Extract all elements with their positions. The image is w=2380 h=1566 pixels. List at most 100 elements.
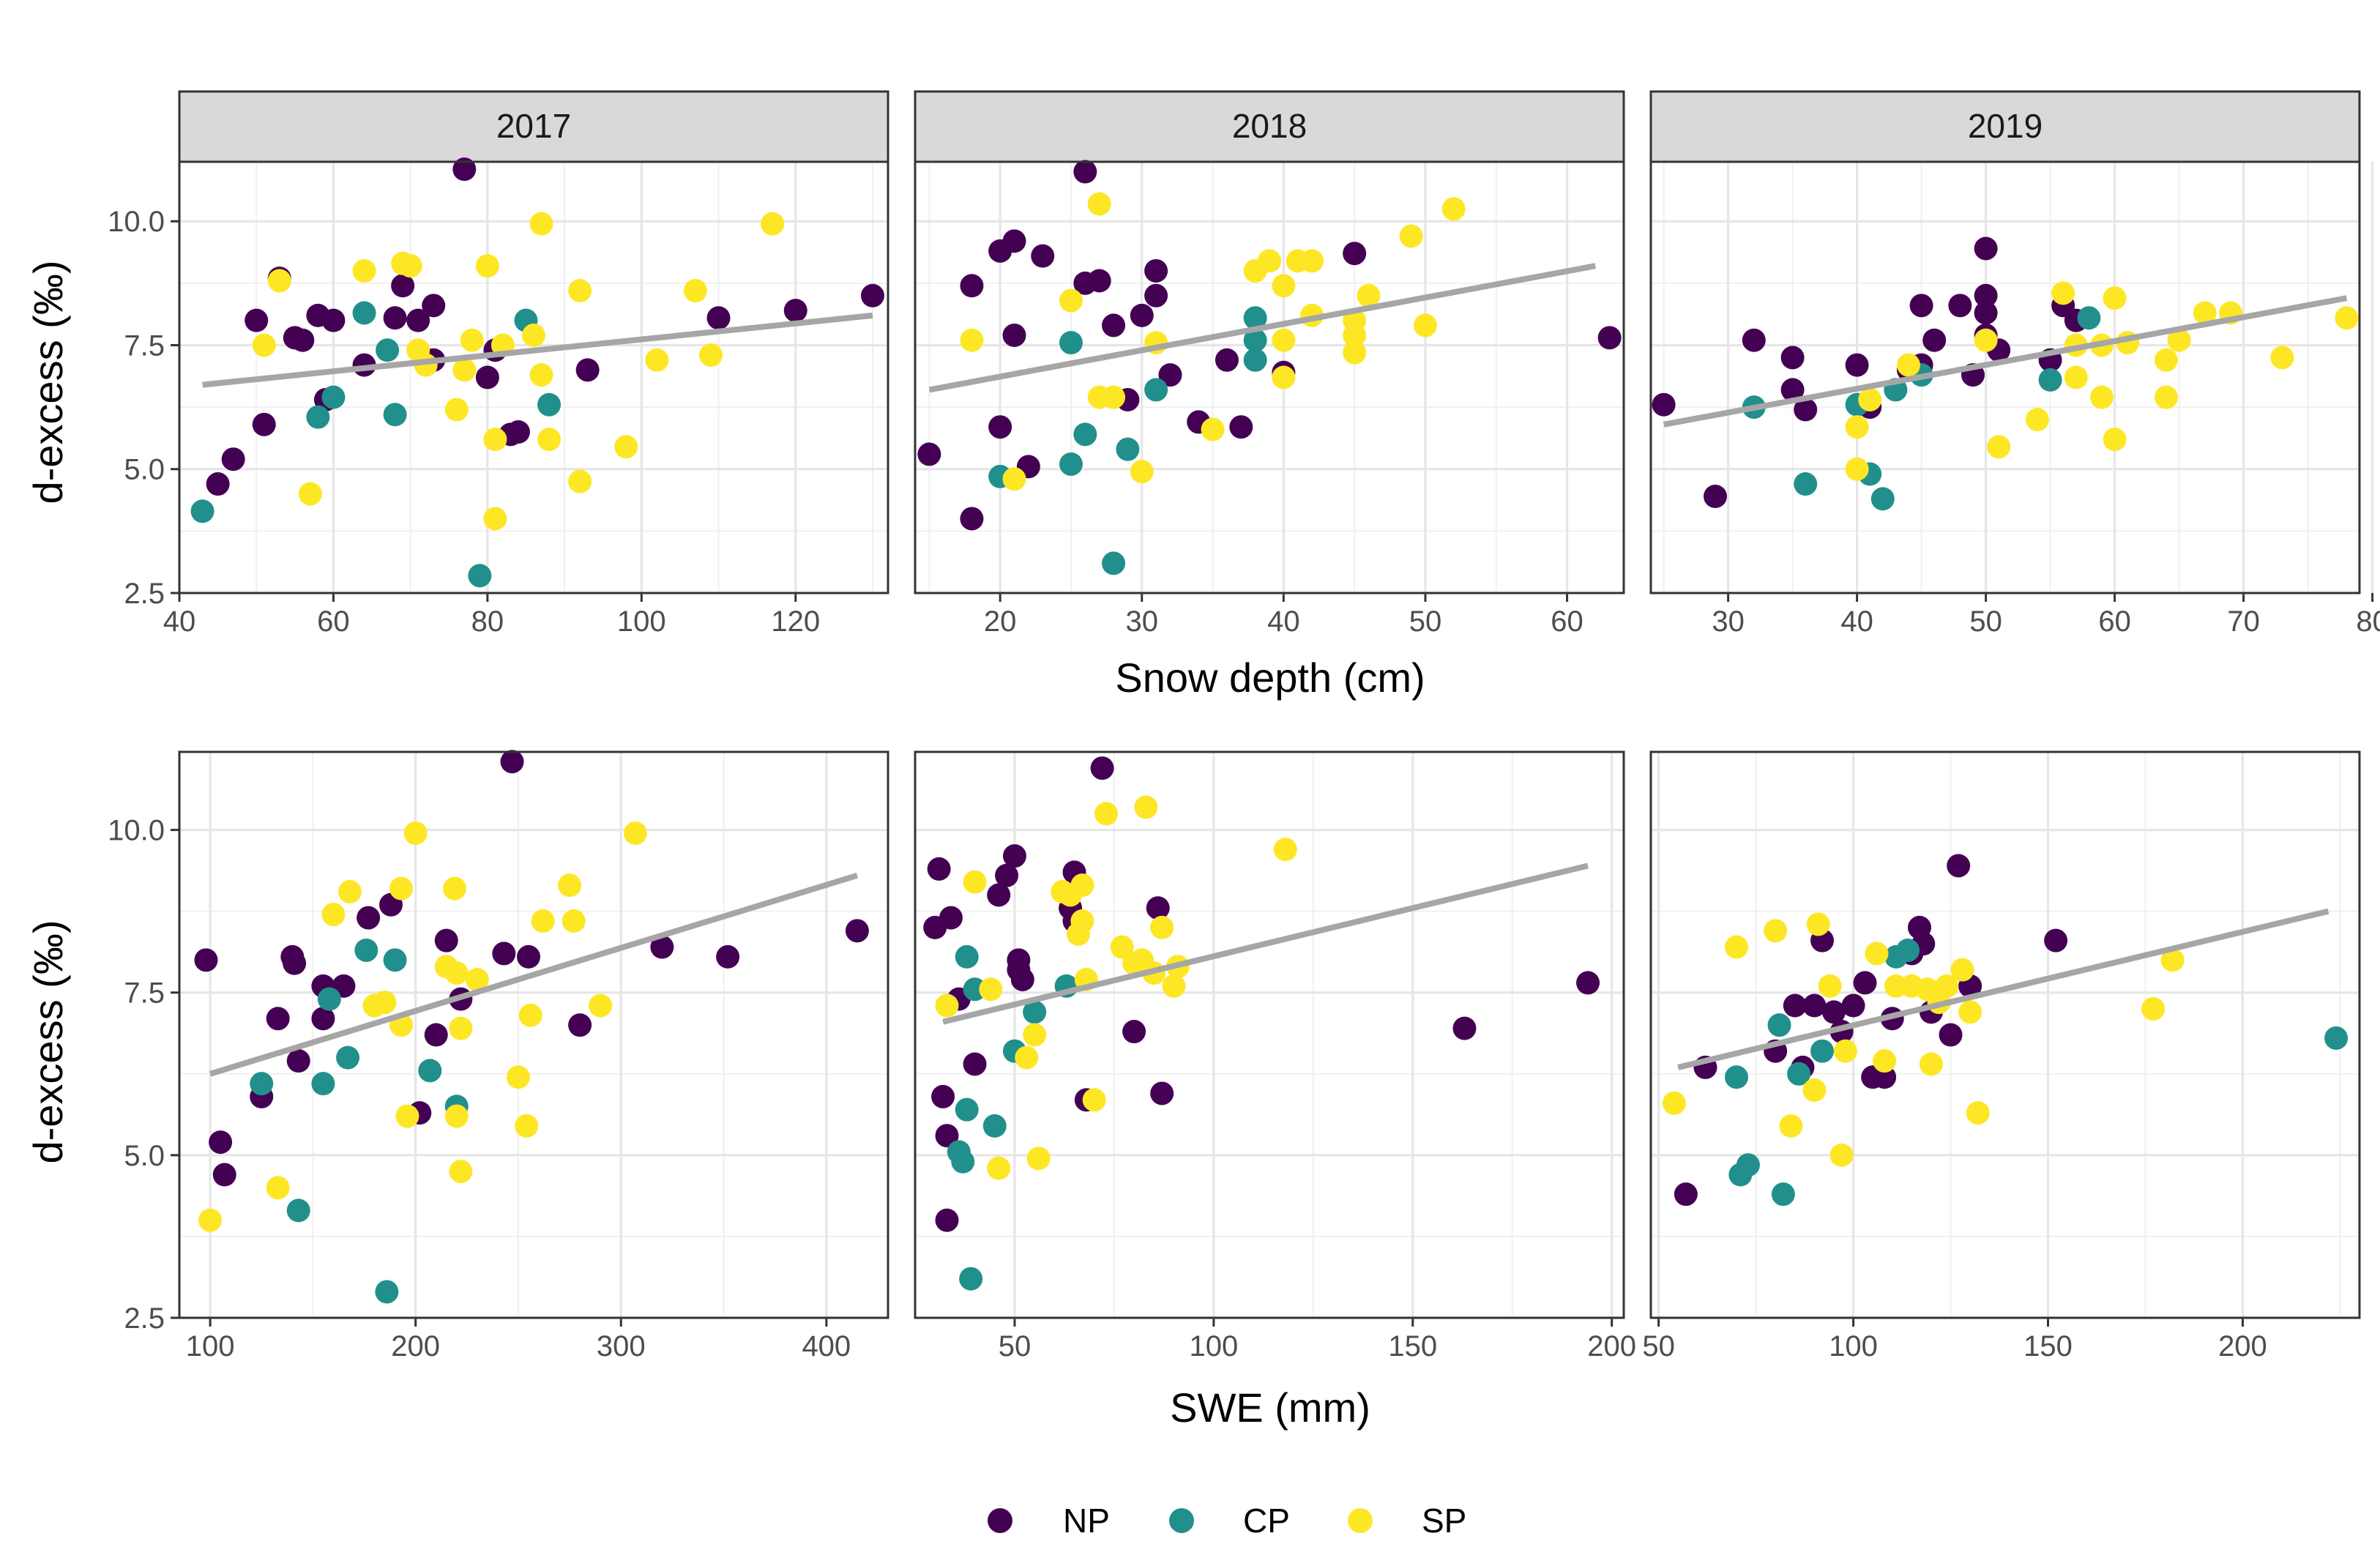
x-tick-label: 100 (186, 1330, 235, 1362)
data-point-cp (982, 1114, 1007, 1138)
y-tick-label: 7.5 (124, 329, 165, 362)
data-point-np (1783, 993, 1807, 1018)
data-point-sp (266, 1176, 290, 1200)
data-point-sp (198, 1208, 223, 1232)
data-point-sp (483, 428, 507, 452)
data-point-sp (1273, 838, 1297, 862)
panel-1-0: 100 200 300 400 2.5 5.0 7.5 10.0 (108, 750, 889, 1362)
data-point-sp (568, 469, 592, 493)
data-point-sp (1150, 915, 1174, 939)
data-point-cp (537, 392, 562, 417)
data-point-np (783, 299, 807, 323)
x-tick-label: 80 (2356, 605, 2380, 638)
data-point-sp (1865, 942, 1889, 966)
data-point-cp (1116, 437, 1140, 461)
data-point-sp (1070, 909, 1094, 933)
data-point-np (391, 274, 415, 298)
data-point-cp (1059, 452, 1083, 476)
data-point-sp (352, 258, 376, 283)
data-point-np (452, 157, 477, 182)
panel-border (1649, 750, 2361, 1319)
y-axis-title-top: d-excess (‰) (25, 261, 71, 504)
data-point-np (860, 283, 884, 307)
x-axis-title-bottom: SWE (mm) (1170, 1384, 1370, 1431)
data-point-np (283, 326, 307, 350)
data-point-sp (449, 1160, 473, 1184)
data-point-sp (465, 967, 489, 991)
data-point-np (506, 420, 530, 444)
data-point-cp (1023, 1000, 1047, 1024)
data-point-cp (1243, 348, 1267, 372)
data-point-np (1090, 756, 1114, 780)
data-point-np (568, 1013, 592, 1037)
data-point-sp (373, 991, 397, 1015)
panel-border (1649, 160, 2361, 594)
data-point-np (383, 306, 407, 330)
data-point-sp (1343, 323, 1367, 347)
data-point-sp (1272, 274, 1296, 298)
data-point-np (575, 358, 600, 382)
data-point-sp (1833, 1039, 1857, 1063)
data-point-np (245, 308, 269, 332)
y-tick-label: 2.5 (124, 578, 165, 610)
data-point-sp (2051, 281, 2075, 305)
data-point-np (422, 294, 446, 318)
data-point-cp (383, 948, 407, 972)
data-point-sp (1662, 1091, 1686, 1115)
data-point-np (1102, 313, 1126, 338)
data-point-np (935, 1124, 959, 1148)
data-point-cp (955, 1097, 979, 1122)
data-point-np (500, 750, 524, 774)
data-point-np (1158, 363, 1182, 387)
data-point-sp (1002, 467, 1026, 491)
data-point-cp (1810, 1039, 1835, 1063)
data-point-cp (1243, 328, 1267, 352)
data-point-sp (2141, 996, 2165, 1021)
data-point-sp (979, 977, 1003, 1002)
data-point-sp (1818, 974, 1842, 998)
data-point-np (221, 447, 245, 471)
data-point-sp (483, 507, 507, 531)
data-point-sp (2090, 385, 2114, 409)
data-point-np (1122, 1020, 1146, 1044)
data-point-sp (1272, 365, 1296, 389)
facet-strip-0-0 (178, 90, 889, 163)
data-point-cp (955, 944, 979, 969)
data-point-sp (475, 254, 499, 278)
panel-0-0: 40 60 80 100 120 2.5 5.0 7.5 10.0 (108, 157, 889, 638)
data-point-np (1652, 392, 1676, 417)
data-point-sp (1087, 192, 1111, 216)
data-point-cp (1771, 1182, 1795, 1207)
data-point-cp (2038, 368, 2062, 392)
data-point-sp (2335, 306, 2359, 330)
data-point-sp (1958, 1000, 1982, 1024)
data-point-sp (267, 269, 291, 293)
data-point-sp (529, 363, 553, 387)
data-point-np (357, 906, 381, 930)
data-point-cp (383, 403, 407, 427)
data-point-sp (515, 1114, 539, 1138)
data-point-np (1146, 896, 1170, 920)
y-tick-label: 2.5 (124, 1302, 165, 1335)
data-point-sp (1974, 328, 1998, 352)
x-tick-label: 50 (1409, 605, 1442, 638)
x-tick-label: 50 (1642, 1330, 1675, 1362)
data-point-sp (1802, 1078, 1827, 1103)
data-point-cp (1243, 306, 1267, 330)
data-point-np (1909, 294, 1933, 318)
x-tick-label: 100 (617, 605, 666, 638)
x-tick-label: 60 (317, 605, 350, 638)
facet-strip-0-2 (1649, 90, 2361, 163)
panel-border (178, 160, 889, 594)
data-point-sp (1399, 224, 1423, 248)
data-point-np (1007, 958, 1031, 982)
data-point-np (406, 308, 430, 332)
legend-label-sp: SP (1422, 1502, 1466, 1540)
data-point-np (1031, 244, 1055, 268)
data-point-cp (317, 987, 341, 1011)
data-point-sp (1806, 912, 1830, 936)
data-point-sp (1441, 197, 1466, 221)
data-point-sp (389, 876, 414, 901)
data-point-sp (683, 279, 707, 303)
